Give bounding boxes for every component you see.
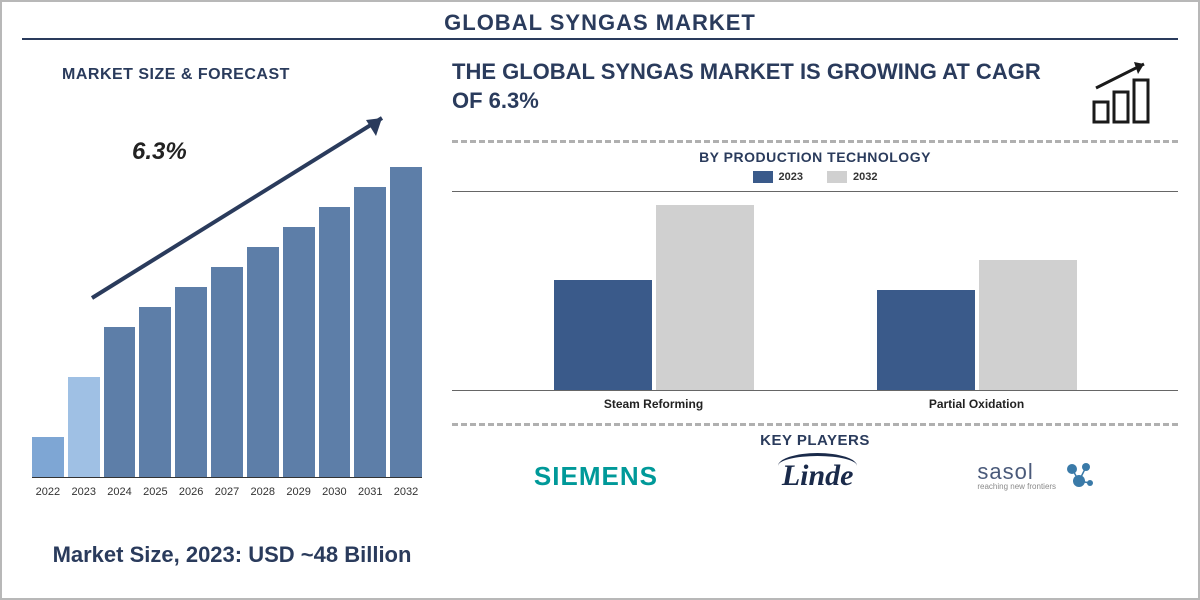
tech-chart-title: BY PRODUCTION TECHNOLOGY bbox=[452, 149, 1178, 165]
legend-swatch bbox=[827, 171, 847, 183]
key-players-title: KEY PLAYERS bbox=[452, 432, 1178, 449]
growth-chart-icon bbox=[1088, 58, 1178, 128]
logo-sasol-name: sasol bbox=[977, 461, 1056, 483]
infographic-page: GLOBAL SYNGAS MARKET MARKET SIZE & FOREC… bbox=[0, 0, 1200, 600]
headline-row: THE GLOBAL SYNGAS MARKET IS GROWING AT C… bbox=[452, 58, 1178, 128]
bar bbox=[319, 207, 351, 477]
legend-label: 2032 bbox=[853, 171, 877, 183]
bar bbox=[390, 167, 422, 477]
bar bbox=[68, 377, 100, 477]
tech-bar bbox=[554, 280, 652, 390]
logo-siemens: SIEMENS bbox=[534, 461, 658, 492]
tech-group bbox=[554, 205, 754, 390]
year-label: 2030 bbox=[319, 486, 351, 498]
year-label: 2025 bbox=[139, 486, 171, 498]
tech-group-label: Steam Reforming bbox=[554, 397, 754, 411]
forecast-bar bbox=[247, 247, 279, 477]
market-size-text: Market Size, 2023: USD ~48 Billion bbox=[52, 542, 412, 568]
year-label: 2028 bbox=[247, 486, 279, 498]
forecast-bar bbox=[32, 437, 64, 477]
bar bbox=[175, 287, 207, 477]
legend-item: 2032 bbox=[827, 171, 877, 183]
forecast-heading: MARKET SIZE & FORECAST bbox=[62, 66, 422, 84]
headline-text: THE GLOBAL SYNGAS MARKET IS GROWING AT C… bbox=[452, 58, 1068, 115]
forecast-x-labels: 2022 2023 20242025 2026 2027 2028 2029 20302031… bbox=[32, 486, 422, 498]
bar bbox=[211, 267, 243, 477]
bar bbox=[247, 247, 279, 477]
forecast-bar bbox=[104, 327, 136, 477]
page-title: GLOBAL SYNGAS MARKET bbox=[22, 10, 1178, 36]
year-label: 2031 bbox=[354, 486, 386, 498]
year-label: 2026 bbox=[175, 486, 207, 498]
title-bar: GLOBAL SYNGAS MARKET bbox=[22, 10, 1178, 40]
bar bbox=[283, 227, 315, 477]
legend-label: 2023 bbox=[779, 171, 803, 183]
tech-group-label: Partial Oxidation bbox=[877, 397, 1077, 411]
bar bbox=[104, 327, 136, 477]
forecast-bar bbox=[283, 227, 315, 477]
legend-item: 2023 bbox=[753, 171, 803, 183]
year-label: 2029 bbox=[283, 486, 315, 498]
tech-x-labels: Steam Reforming Partial Oxidation bbox=[452, 391, 1178, 411]
year-label: 2032 bbox=[390, 486, 422, 498]
forecast-bar-chart bbox=[32, 158, 422, 478]
dashed-separator bbox=[452, 423, 1178, 426]
dashed-separator bbox=[452, 140, 1178, 143]
tech-bar bbox=[877, 290, 975, 390]
forecast-bar bbox=[354, 187, 386, 477]
year-label: 2022 bbox=[32, 486, 64, 498]
forecast-bar bbox=[68, 377, 100, 477]
left-column: MARKET SIZE & FORECAST 6.3% 202220232024… bbox=[22, 48, 422, 588]
bar bbox=[32, 437, 64, 477]
logo-linde: Linde bbox=[782, 459, 854, 493]
legend-swatch bbox=[753, 171, 773, 183]
year-label: 2027 bbox=[211, 486, 243, 498]
tech-chart-legend: 2023 2032 bbox=[452, 171, 1178, 183]
logo-sasol-text: sasol reaching new frontiers bbox=[977, 461, 1056, 491]
forecast-bar bbox=[211, 267, 243, 477]
sasol-molecule-icon bbox=[1062, 459, 1096, 493]
bar bbox=[139, 307, 171, 477]
tech-group bbox=[877, 260, 1077, 390]
key-players-row: SIEMENS Linde sasol reaching new frontie… bbox=[452, 459, 1178, 493]
logo-sasol-tagline: reaching new frontiers bbox=[977, 483, 1056, 491]
forecast-bar bbox=[139, 307, 171, 477]
year-label: 2024 bbox=[104, 486, 136, 498]
content-row: MARKET SIZE & FORECAST 6.3% 202220232024… bbox=[22, 48, 1178, 588]
logo-sasol: sasol reaching new frontiers bbox=[977, 459, 1096, 493]
tech-bar bbox=[656, 205, 754, 390]
right-column: THE GLOBAL SYNGAS MARKET IS GROWING AT C… bbox=[452, 48, 1178, 588]
tech-bar bbox=[979, 260, 1077, 390]
forecast-bar bbox=[390, 167, 422, 477]
tech-bar-chart bbox=[452, 191, 1178, 391]
forecast-bar bbox=[319, 207, 351, 477]
forecast-bar bbox=[175, 287, 207, 477]
year-label: 2023 bbox=[68, 486, 100, 498]
bar bbox=[354, 187, 386, 477]
